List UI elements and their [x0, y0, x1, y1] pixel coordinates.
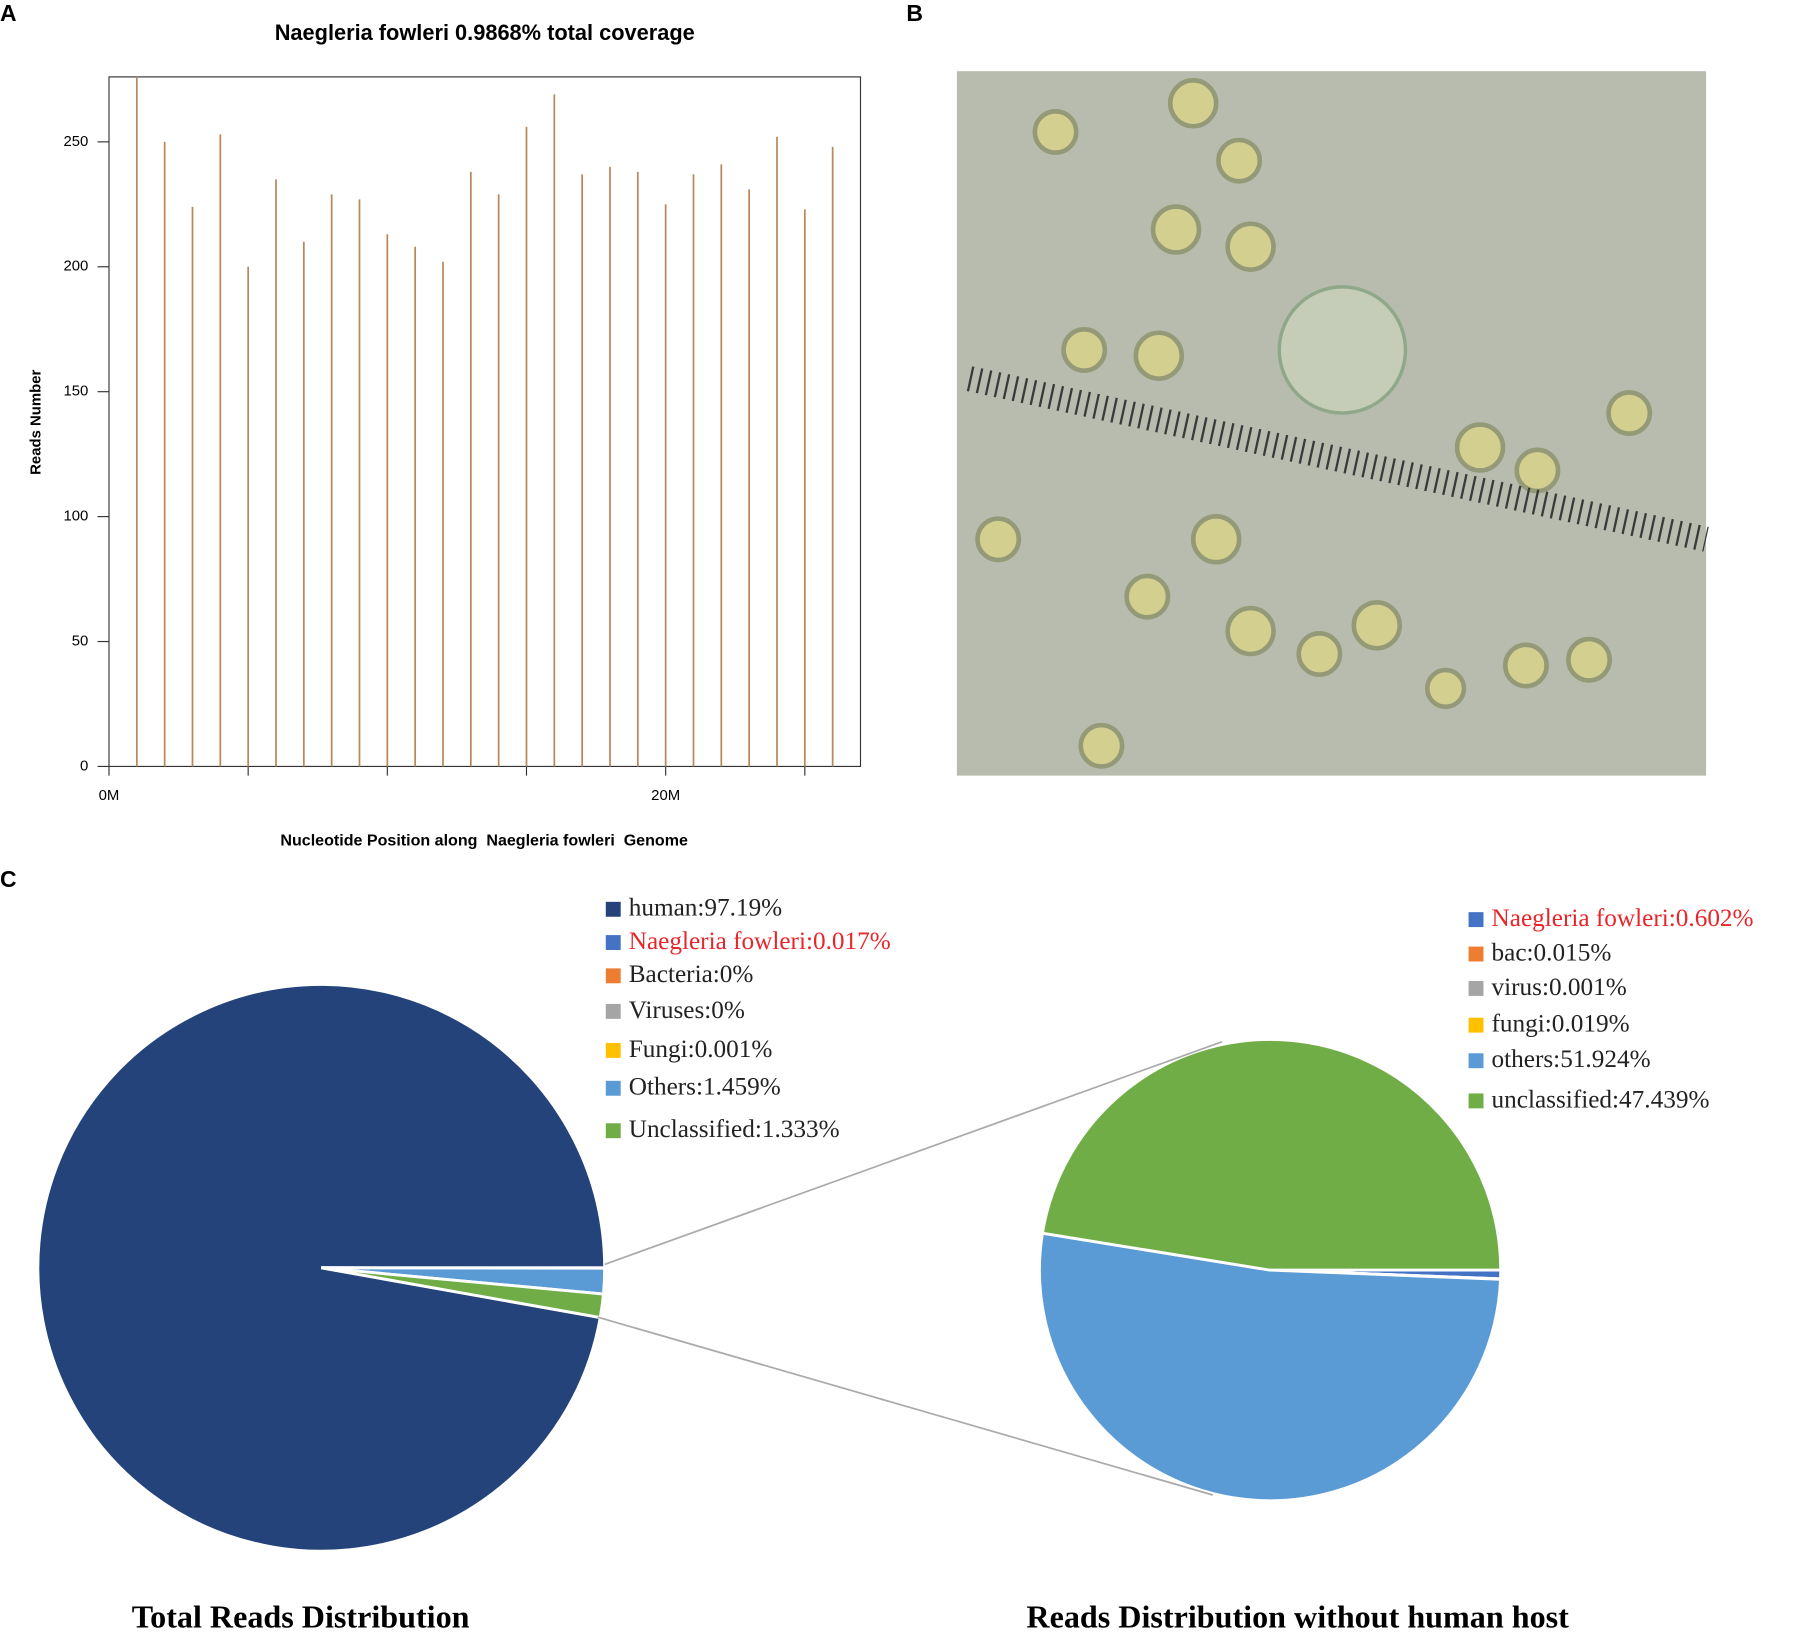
amoeba: [1277, 285, 1408, 415]
x-axis-label: Nucleotide Position along Naegleria fowl…: [280, 831, 688, 849]
legend-swatch: [1468, 1017, 1484, 1033]
microscope-image: [956, 71, 1709, 776]
legend-label: fungi:0.019%: [1492, 1011, 1630, 1038]
legend-swatch: [605, 1080, 621, 1096]
legend-swatch: [1468, 980, 1484, 996]
legend-label: Others:1.459%: [629, 1074, 781, 1101]
panel-label: A: [0, 0, 17, 26]
legend-swatch: [605, 935, 621, 951]
legend-swatch: [1468, 946, 1484, 962]
pie-title: Total Reads Distribution: [132, 1598, 470, 1634]
y-tick-label: 50: [72, 633, 89, 649]
y-tick-label: 200: [63, 259, 88, 275]
legend-swatch: [605, 968, 621, 984]
connector-line: [604, 1040, 1223, 1266]
legend-label: others:51.924%: [1492, 1046, 1651, 1073]
panel-label: B: [906, 0, 923, 26]
panel-label: C: [0, 866, 17, 892]
pie-slice: [1038, 1231, 1503, 1503]
connector-line: [597, 1316, 1213, 1496]
legend-swatch: [1468, 1053, 1484, 1069]
legend-label: Bacteria:0%: [629, 961, 754, 988]
legend-label: bac:0.015%: [1492, 939, 1612, 966]
legend-label: Viruses:0%: [629, 997, 745, 1024]
cells: [975, 78, 1653, 769]
x-tick-label: 20M: [651, 788, 680, 804]
y-axis-label: Reads Number: [29, 369, 45, 474]
y-tick-label: 250: [63, 134, 88, 150]
legend-swatch: [1468, 1093, 1484, 1109]
legend-label: Unclassified:1.333%: [629, 1116, 840, 1143]
chart-title: Naegleria fowleri 0.9868% total coverage: [275, 20, 695, 45]
legend-label: unclassified:47.439%: [1492, 1086, 1710, 1113]
ruler: [966, 366, 1709, 552]
legend-swatch: [1468, 912, 1484, 928]
legend-swatch: [605, 901, 621, 917]
legend-label: Fungi:0.001%: [629, 1036, 773, 1063]
legend-swatch: [605, 1123, 621, 1139]
plot-frame: [108, 76, 862, 768]
legend-swatch: [605, 1003, 621, 1019]
legend-label: Naegleria fowleri:0.017%: [629, 928, 891, 955]
legend-swatch: [605, 1042, 621, 1058]
y-tick-label: 100: [63, 509, 88, 525]
legend-label: Naegleria fowleri:0.602%: [1492, 905, 1754, 932]
x-tick-label: 0M: [99, 788, 120, 804]
y-tick-label: 0: [80, 758, 88, 774]
pie-slice: [1040, 1038, 1503, 1272]
y-tick-label: 150: [63, 384, 88, 400]
pie-title: Reads Distribution without human host: [1026, 1598, 1569, 1634]
legend-label: virus:0.001%: [1492, 974, 1627, 1001]
legend-label: human:97.19%: [629, 895, 783, 922]
